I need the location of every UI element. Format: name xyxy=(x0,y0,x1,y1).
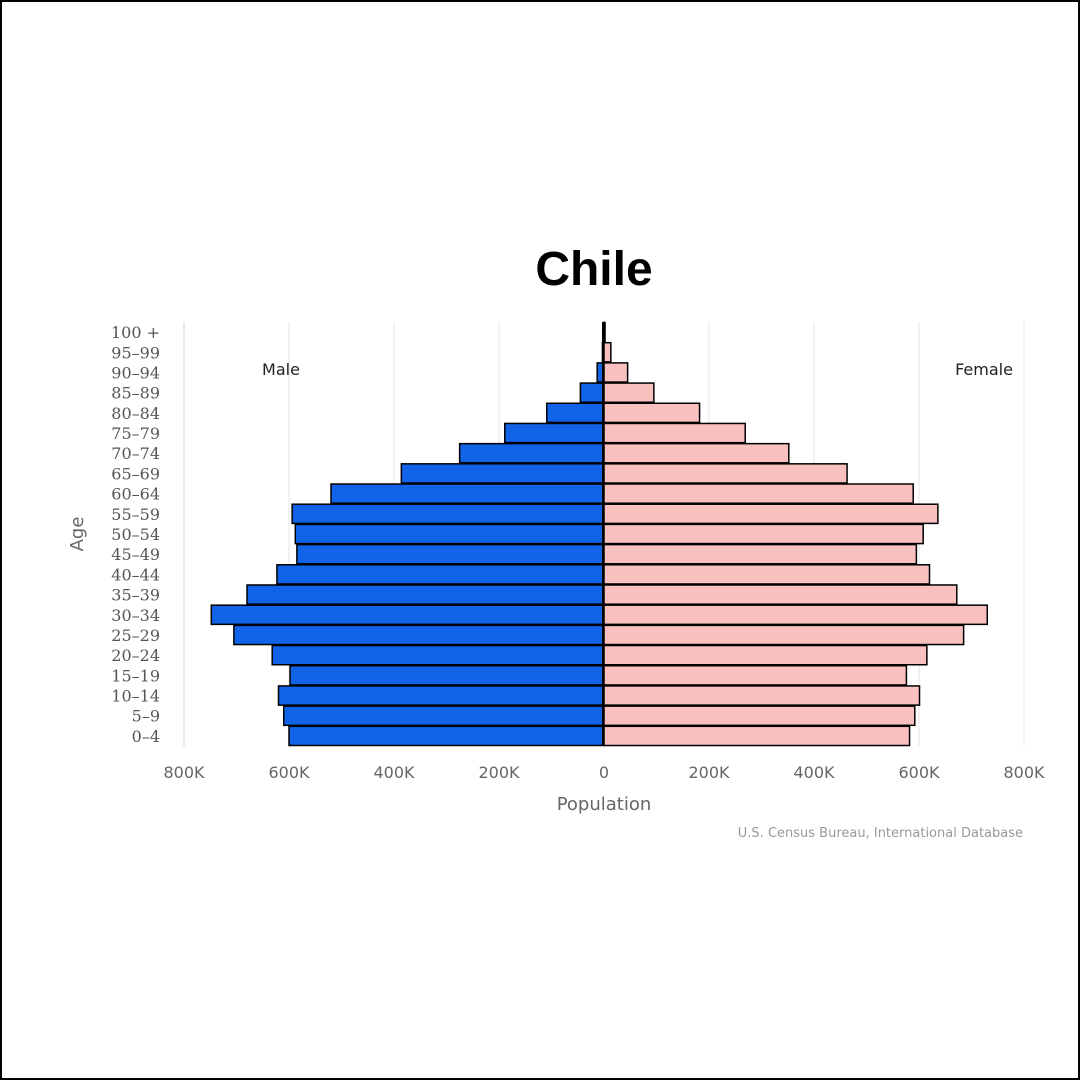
bar-female-75-79 xyxy=(603,422,746,444)
age-label: 65–69 xyxy=(111,464,160,483)
bar-male-5-9 xyxy=(283,705,605,727)
bar-male-80-84 xyxy=(546,402,605,424)
age-label: 90–94 xyxy=(111,363,160,382)
age-label: 20–24 xyxy=(111,646,160,665)
age-label: 40–44 xyxy=(111,565,160,584)
x-tick-label: 200K xyxy=(478,763,520,782)
bar-female-90-94 xyxy=(603,362,629,383)
bar-female-0-4 xyxy=(603,725,911,747)
y-axis-title: Age xyxy=(67,517,88,552)
bar-male-55-59 xyxy=(291,503,605,525)
bar-male-35-39 xyxy=(246,584,605,605)
bar-male-70-74 xyxy=(458,442,605,464)
bar-male-20-24 xyxy=(271,644,605,666)
legend-female: Female xyxy=(955,360,1013,379)
bar-male-25-29 xyxy=(233,624,605,646)
age-label: 0–4 xyxy=(132,727,160,746)
bars xyxy=(210,321,988,747)
bar-male-0-4 xyxy=(288,725,605,747)
age-label: 75–79 xyxy=(111,424,160,443)
x-tick-label: 800K xyxy=(1003,763,1045,782)
x-tick-label: 600K xyxy=(268,763,310,782)
age-label: 80–84 xyxy=(111,404,160,423)
bar-female-45-49 xyxy=(603,543,918,565)
bar-female-60-64 xyxy=(603,483,914,504)
bar-female-35-39 xyxy=(603,584,958,605)
age-label: 15–19 xyxy=(111,666,160,685)
age-label: 85–89 xyxy=(111,384,160,403)
bar-female-65-69 xyxy=(603,463,848,484)
age-label: 70–74 xyxy=(111,444,160,463)
bar-male-45-49 xyxy=(296,543,605,565)
bar-female-10-14 xyxy=(603,685,921,706)
bar-female-95-99 xyxy=(603,341,612,363)
bar-male-10-14 xyxy=(277,685,605,706)
x-tick-label: 200K xyxy=(688,763,730,782)
bar-male-15-19 xyxy=(289,664,605,686)
age-label: 60–64 xyxy=(111,485,160,504)
bar-male-30-34 xyxy=(210,604,605,626)
bar-female-70-74 xyxy=(603,442,790,464)
x-tick-label: 400K xyxy=(793,763,835,782)
bar-female-15-19 xyxy=(603,664,908,686)
bar-female-40-44 xyxy=(603,564,931,585)
age-label: 5–9 xyxy=(132,707,160,726)
age-label: 35–39 xyxy=(111,586,160,605)
bar-female-85-89 xyxy=(603,382,655,404)
legend-male: Male xyxy=(262,360,300,379)
age-label: 55–59 xyxy=(111,505,160,524)
bar-female-50-54 xyxy=(603,523,924,545)
bar-male-75-79 xyxy=(504,422,605,444)
x-tick-label: 600K xyxy=(898,763,940,782)
age-label: 45–49 xyxy=(111,545,160,564)
bar-female-80-84 xyxy=(603,402,701,424)
x-tick-labels: 800K 600K 400K 200K 0 200K 400K 600K 800K xyxy=(163,763,1045,782)
x-tick-label: 800K xyxy=(163,763,205,782)
bar-male-65-69 xyxy=(400,463,605,484)
bar-female-20-24 xyxy=(603,644,928,666)
age-label: 50–54 xyxy=(111,525,160,544)
bar-female-5-9 xyxy=(603,705,916,727)
bar-female-55-59 xyxy=(603,503,939,525)
x-tick-label: 400K xyxy=(373,763,415,782)
bar-male-85-89 xyxy=(579,382,605,404)
bar-female-100+ xyxy=(603,321,606,343)
age-label: 95–99 xyxy=(111,343,160,362)
bar-female-25-29 xyxy=(603,624,965,646)
bar-male-50-54 xyxy=(294,523,605,545)
x-axis-title: Population xyxy=(557,794,652,815)
bar-female-30-34 xyxy=(603,604,988,626)
chart-title: Chile xyxy=(535,243,653,296)
age-label: 10–14 xyxy=(111,687,160,706)
bar-male-60-64 xyxy=(330,483,605,504)
bar-male-40-44 xyxy=(276,564,605,585)
x-tick-label: 0 xyxy=(599,763,609,782)
age-label: 30–34 xyxy=(111,606,160,625)
age-label: 25–29 xyxy=(111,626,160,645)
age-label: 100 + xyxy=(111,323,160,342)
source-credit: U.S. Census Bureau, International Databa… xyxy=(738,826,1023,841)
